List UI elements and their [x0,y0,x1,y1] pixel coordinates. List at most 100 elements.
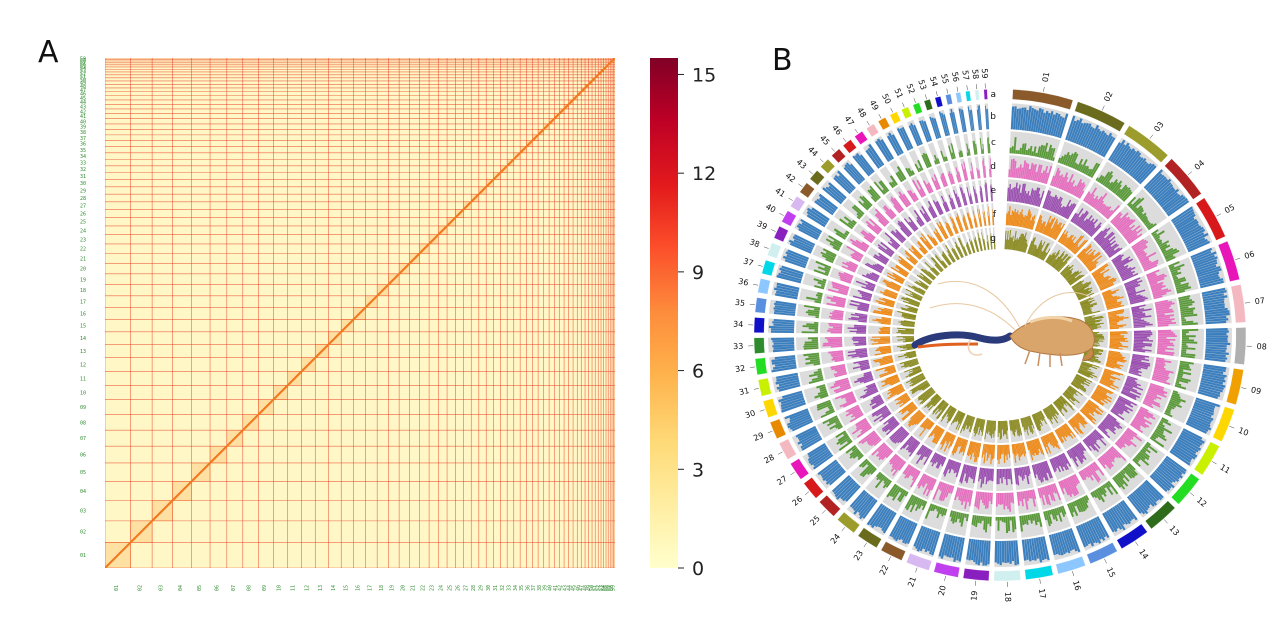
track-c-histogram [1067,495,1090,518]
track-c-histogram [839,216,857,230]
ideogram-segment [757,278,771,295]
ideogram-segment [799,182,815,199]
track-b-histogram [1149,455,1187,492]
heatmap-x-label: 33 [506,585,512,591]
track-g-histogram [896,343,916,352]
ideogram-segment [965,90,972,102]
track-c-histogram [1164,390,1186,418]
track-f-histogram [1109,331,1129,350]
track-g-histogram [1042,403,1060,424]
heatmap-y-label: 06 [80,453,86,459]
track-d-histogram [954,487,973,509]
chromosome-label: 26 [791,494,805,507]
track-d-histogram [907,189,919,203]
track-f-histogram [879,289,898,300]
track-b-histogram [788,234,816,254]
track-e-histogram [930,452,947,469]
track-letter-f: f [993,210,997,220]
track-g-histogram [959,414,976,433]
track-d-histogram [1050,167,1086,199]
heatmap-y-label: 37 [80,136,86,142]
track-e-histogram [848,312,868,323]
heatmap-x-label: 14 [331,585,337,591]
track-c-histogram [905,167,915,177]
track-e-histogram [1093,227,1123,258]
heatmap-x-label: 45 [571,585,577,591]
track-g-histogram [905,373,926,387]
heatmap-y-label: 29 [80,188,86,194]
track-f-histogram [928,424,945,445]
heatmap-x-label: 58 [609,585,615,591]
heatmap-x-label: 16 [356,585,362,591]
chromosome-tick [767,430,773,434]
track-f-histogram [878,326,891,334]
track-d-histogram [874,208,890,227]
heatmap-y-label: 18 [80,288,86,294]
heatmap-y-label: 17 [80,300,86,306]
track-d-histogram [1131,238,1159,272]
chromosome-label: 51 [892,87,904,100]
chromosome-label: 21 [906,576,918,589]
track-b-histogram [865,143,885,169]
chromosome-label: 03 [1152,120,1165,134]
ideogram-segment [993,570,1021,582]
chromosome-tick [1241,387,1247,389]
heatmap-y-label: 19 [80,277,86,283]
chromosome-tick [821,509,826,514]
chromosome-label: 56 [950,71,961,83]
track-c-histogram [995,516,1017,534]
track-e-histogram [943,459,962,478]
track-f-histogram [919,233,934,251]
ideogram-segment [753,317,765,333]
heatmap-y-label: 03 [80,509,86,515]
chromosome-label: 10 [1237,426,1250,438]
track-f-histogram [955,213,964,233]
track-b-histogram [768,319,795,333]
track-b-histogram [866,503,897,534]
track-g-histogram [981,232,987,251]
ideogram-segment [945,93,953,106]
track-d-histogram [911,179,927,198]
heatmap-y-label: 54 [80,66,86,72]
track-c-histogram [949,510,969,527]
heatmap-x-label: 39 [542,585,548,591]
track-f-histogram [1005,206,1036,230]
heatmap-y-label: 45 [80,96,86,102]
track-e-histogram [1123,277,1148,305]
colorbar-tick-label: 9 [692,262,704,284]
chromosome-label: 17 [1037,588,1048,600]
ideogram-segment [831,148,846,164]
track-g-histogram [1062,385,1083,406]
chromosome-label: 05 [1223,203,1236,216]
track-b-histogram [919,120,933,143]
heatmap-y-label: 35 [80,148,86,154]
track-c-histogram [921,152,932,169]
track-f-histogram [949,216,959,235]
ideogram-segment [1195,197,1226,241]
chromosome-label: 37 [742,257,754,268]
track-e-histogram [871,405,892,422]
track-g-histogram [973,417,986,437]
heatmap-x-label: 57 [607,585,613,591]
heatmap-x-label: 43 [562,585,568,591]
chromosome-tick [935,91,938,97]
track-f-histogram [962,214,969,231]
heatmap-y-label: 52 [80,71,86,77]
track-g-histogram [932,399,949,420]
track-b-histogram [832,475,861,502]
track-f-histogram [874,345,892,356]
track-b-histogram [949,108,959,135]
track-c-histogram [1112,462,1138,490]
circos-track-letters: a b c d e f g [990,90,997,244]
chromosome-label: 33 [733,342,744,351]
heatmap-x-label: 46 [575,585,581,591]
chromosome-tick [1244,302,1250,304]
track-c-histogram [886,483,909,503]
colorbar-gradient [650,58,678,568]
track-f-histogram [872,316,892,325]
chromosome-label: 08 [1256,342,1267,351]
track-b-histogram [896,126,914,151]
ideogram-segment [1055,556,1086,575]
heatmap-x-label: 31 [493,585,499,591]
track-c-histogram [1095,171,1133,202]
